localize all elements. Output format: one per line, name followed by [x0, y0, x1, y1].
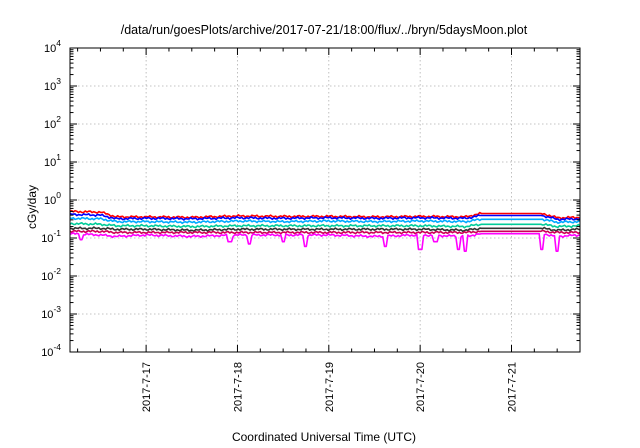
series-line [69, 229, 581, 235]
series-layer [69, 209, 581, 252]
y-axis-label: cGy/day [25, 185, 39, 229]
x-tick-label: 2017-7-17 [141, 362, 153, 412]
series-line [69, 232, 581, 252]
series-line [69, 216, 581, 225]
x-tick-label: 2017-7-18 [232, 362, 244, 412]
x-tick-label: 2017-7-21 [506, 362, 518, 412]
series-line [69, 212, 581, 222]
y-tick-label: 102 [44, 114, 61, 131]
y-tick-label: 103 [44, 76, 61, 93]
y-tick-label: 10-1 [41, 228, 61, 245]
x-tick-label: 2017-7-19 [324, 362, 336, 412]
y-tick-label: 10-4 [41, 342, 61, 359]
x-tick-label: 2017-7-20 [415, 362, 427, 412]
y-tick-label: 10-3 [41, 304, 61, 321]
x-axis-label: Coordinated Universal Time (UTC) [232, 430, 416, 444]
chart-title: /data/run/goesPlots/archive/2017-07-21/1… [121, 23, 528, 37]
x-axis: 2017-7-17 2017-7-18 2017-7-19 2017-7-20 2017… [77, 48, 581, 412]
y-tick-label: 100 [44, 190, 61, 207]
series-line [69, 222, 581, 229]
y-tick-label: 104 [44, 38, 61, 55]
y-tick-label: 101 [44, 152, 61, 169]
series-line [69, 226, 581, 233]
y-tick-label: 10-2 [41, 266, 61, 283]
grid [70, 48, 580, 352]
y-axis: 10-4 10-3 10-2 10-1 100 101 102 103 104 [41, 38, 580, 359]
